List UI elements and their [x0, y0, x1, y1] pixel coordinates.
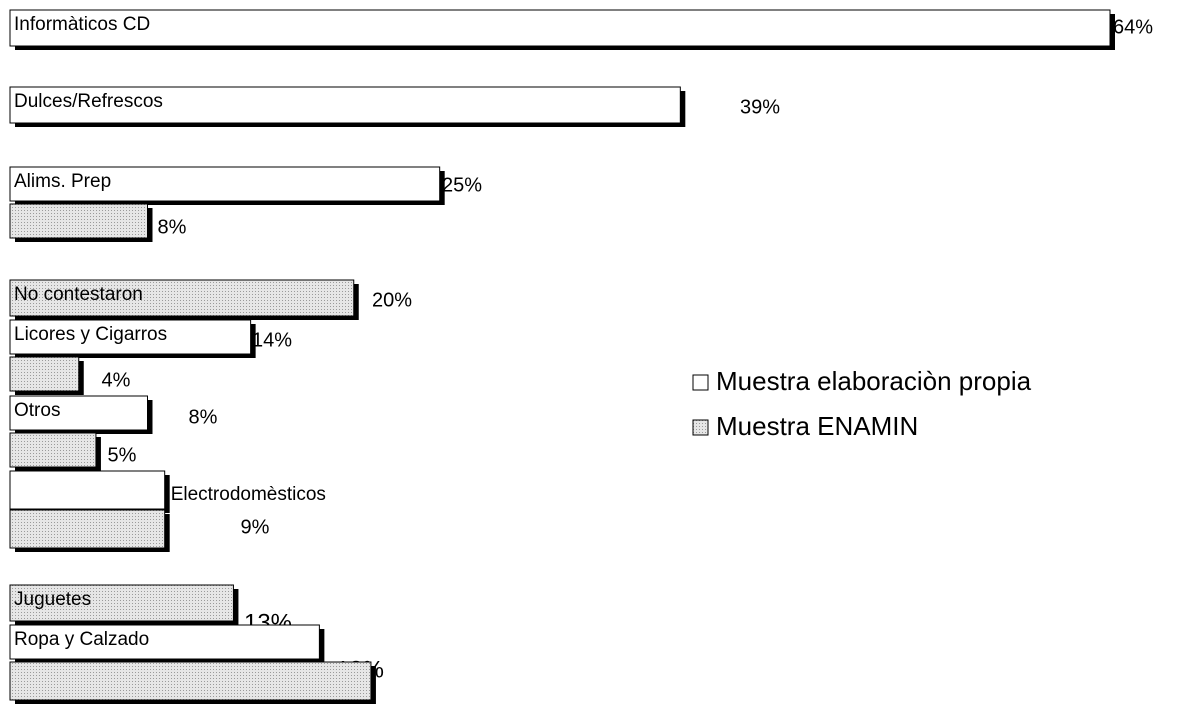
bar [9, 279, 355, 317]
value-label: 25% [442, 174, 482, 196]
bar [9, 432, 97, 468]
bar [9, 509, 166, 549]
value-label: 20% [372, 289, 412, 311]
value-label: 4% [102, 369, 131, 391]
value-label: 8% [189, 406, 218, 428]
legend-swatch [692, 374, 709, 391]
bar [9, 166, 441, 202]
bar [9, 395, 148, 431]
value-label: 39% [740, 96, 780, 118]
value-label: 8% [158, 216, 187, 238]
bar-label: Alims. Prep [14, 171, 111, 192]
bar [9, 86, 681, 124]
bar-label: Otros [14, 400, 60, 421]
bar-label: Dulces/Refrescos [14, 91, 163, 112]
value-label: 9% [241, 516, 270, 538]
bar [9, 661, 372, 701]
bar [9, 9, 1111, 47]
bar-label: No contestaron [14, 284, 143, 305]
bar [9, 319, 252, 355]
legend-label: Muestra ENAMIN [716, 411, 918, 441]
bar [9, 356, 80, 392]
bar-label: Electrodomèsticos [171, 484, 326, 505]
legend-label: Muestra elaboraciòn propia [716, 366, 1032, 396]
bar [9, 584, 234, 622]
value-label: 14% [252, 329, 292, 351]
bar [9, 624, 320, 660]
bar [9, 470, 166, 510]
bar-label: Licores y Cigarros [14, 324, 167, 345]
bar [9, 203, 148, 239]
value-label: 64% [1113, 16, 1153, 38]
value-label: 5% [108, 444, 137, 466]
bar-label: Juguetes [14, 589, 91, 610]
legend-swatch [692, 419, 709, 436]
bar-label: Ropa y Calzado [14, 629, 149, 650]
bar-label: Informàticos CD [14, 14, 150, 35]
